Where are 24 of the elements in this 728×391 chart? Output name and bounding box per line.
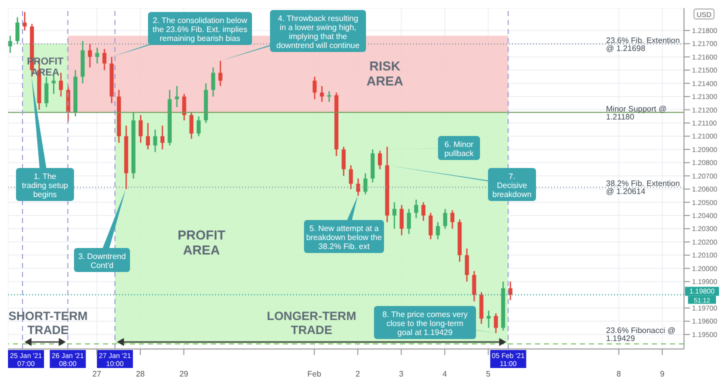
x-tick-label: 9 [660, 370, 666, 379]
annotation: 8. The price comes very close to the long-term goal at 1.19429 [382, 310, 468, 337]
annotation: 2. The consolidation below the 23.6% Fib. Ext. implies remaining bearish bias [152, 16, 248, 43]
ref-line-label: Minor Support @ 1.21180 [606, 104, 667, 122]
ref-line-label: 38.2% Fib. Extention @ 1.20614 [606, 179, 680, 196]
x-tick-label: 8 [616, 370, 622, 379]
x-tick-label: 3 [399, 370, 404, 379]
annotation: SHORT-TERM TRADE [8, 309, 88, 337]
x-tick-label: 27 [92, 370, 102, 379]
ref-line-label: 23.6% Fibonacci @ 1.19429 [606, 326, 676, 343]
ref-line-label: 23.6% Fib. Extention @ 1.21698 [606, 36, 680, 53]
x-tick-label: 5 [486, 370, 492, 379]
annotation: 4. Throwback resulting in a lower swing high, implying that the downtrend will continue [276, 14, 360, 50]
x-tick-label: 4 [442, 370, 448, 379]
x-tick-label: 29 [179, 370, 189, 379]
annotation: LONGER-TERM TRADE [266, 309, 356, 337]
x-tick-label: 28 [136, 370, 146, 379]
band-label: RISK AREA [366, 58, 404, 88]
annotation: 3. Downtrend Cont'd [78, 252, 126, 270]
annotation: 6. Minor pullback [444, 140, 475, 158]
x-tick-label: 2 [356, 370, 361, 379]
annotation: 1. The trading setup begins [22, 172, 69, 199]
x-tick-label: Feb [307, 370, 322, 379]
band-label: PROFIT AREA [178, 228, 226, 258]
